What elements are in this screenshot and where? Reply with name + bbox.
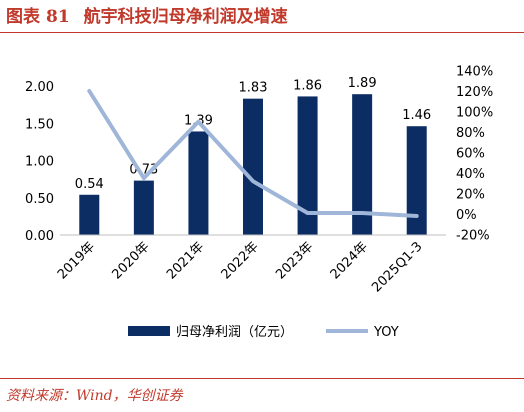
x-axis-category-label: 2019年 (55, 239, 98, 282)
right-axis-tick-label: 0% (456, 208, 477, 223)
right-axis-tick-label: 80% (456, 126, 485, 141)
source-note: 资料来源：Wind，华创证券 (6, 388, 183, 404)
bar-data-label: 0.54 (75, 177, 104, 192)
bar-data-label: 1.46 (402, 108, 431, 123)
bar-data-label: 1.83 (239, 81, 268, 96)
figure-title-text: 航宇科技归母净利润及增速 (83, 7, 288, 27)
legend-line-label: YOY (373, 325, 399, 340)
bar (352, 94, 373, 235)
bar (133, 180, 154, 235)
bar (79, 194, 100, 235)
right-axis-tick-label: 120% (456, 85, 493, 100)
title-rule (0, 32, 524, 33)
right-axis-tick-label: 40% (456, 167, 485, 182)
yoy-line (87, 89, 419, 219)
legend-bar-label: 归母净利润（亿元） (176, 325, 293, 340)
x-axis-category-label: 2021年 (164, 239, 207, 282)
x-axis-category-label: 2024年 (328, 239, 371, 282)
source-rule (0, 378, 524, 379)
x-axis-category-label: 2022年 (219, 239, 262, 282)
x-axis-category-label: 2023年 (273, 239, 316, 282)
left-axis-tick-label: 2.00 (25, 80, 54, 95)
chart: 0.00 0.50 1.00 1.50 2.00 -20% 0% 20% 40% 60% 80% 10… (25, 65, 493, 341)
bar (406, 126, 427, 235)
right-axis-tick-label: 100% (456, 106, 493, 121)
bar (243, 98, 263, 235)
bar (188, 131, 209, 235)
bar (297, 96, 318, 236)
bar-data-label: 1.89 (348, 76, 377, 91)
right-axis-tick-label: 20% (456, 188, 485, 203)
bar-data-label: 1.86 (293, 78, 322, 93)
legend-bar-swatch (128, 326, 170, 336)
figure-title: 图表 81 航宇科技归母净利润及增速 (6, 4, 288, 30)
x-axis-category-label: 2025Q1-3 (369, 239, 425, 295)
right-axis-tick-label: -20% (456, 229, 490, 244)
right-axis-tick-label: 140% (456, 65, 493, 80)
figure-number: 81 (46, 7, 70, 27)
left-axis-tick-label: 0.00 (25, 229, 54, 244)
x-axis-category-label: 2020年 (109, 239, 152, 282)
right-axis-tick-label: 60% (456, 147, 485, 162)
figure-label: 图表 (6, 7, 40, 27)
left-axis-tick-label: 1.00 (25, 155, 54, 170)
left-axis-tick-label: 0.50 (25, 192, 54, 207)
left-axis-tick-label: 1.50 (25, 117, 54, 132)
